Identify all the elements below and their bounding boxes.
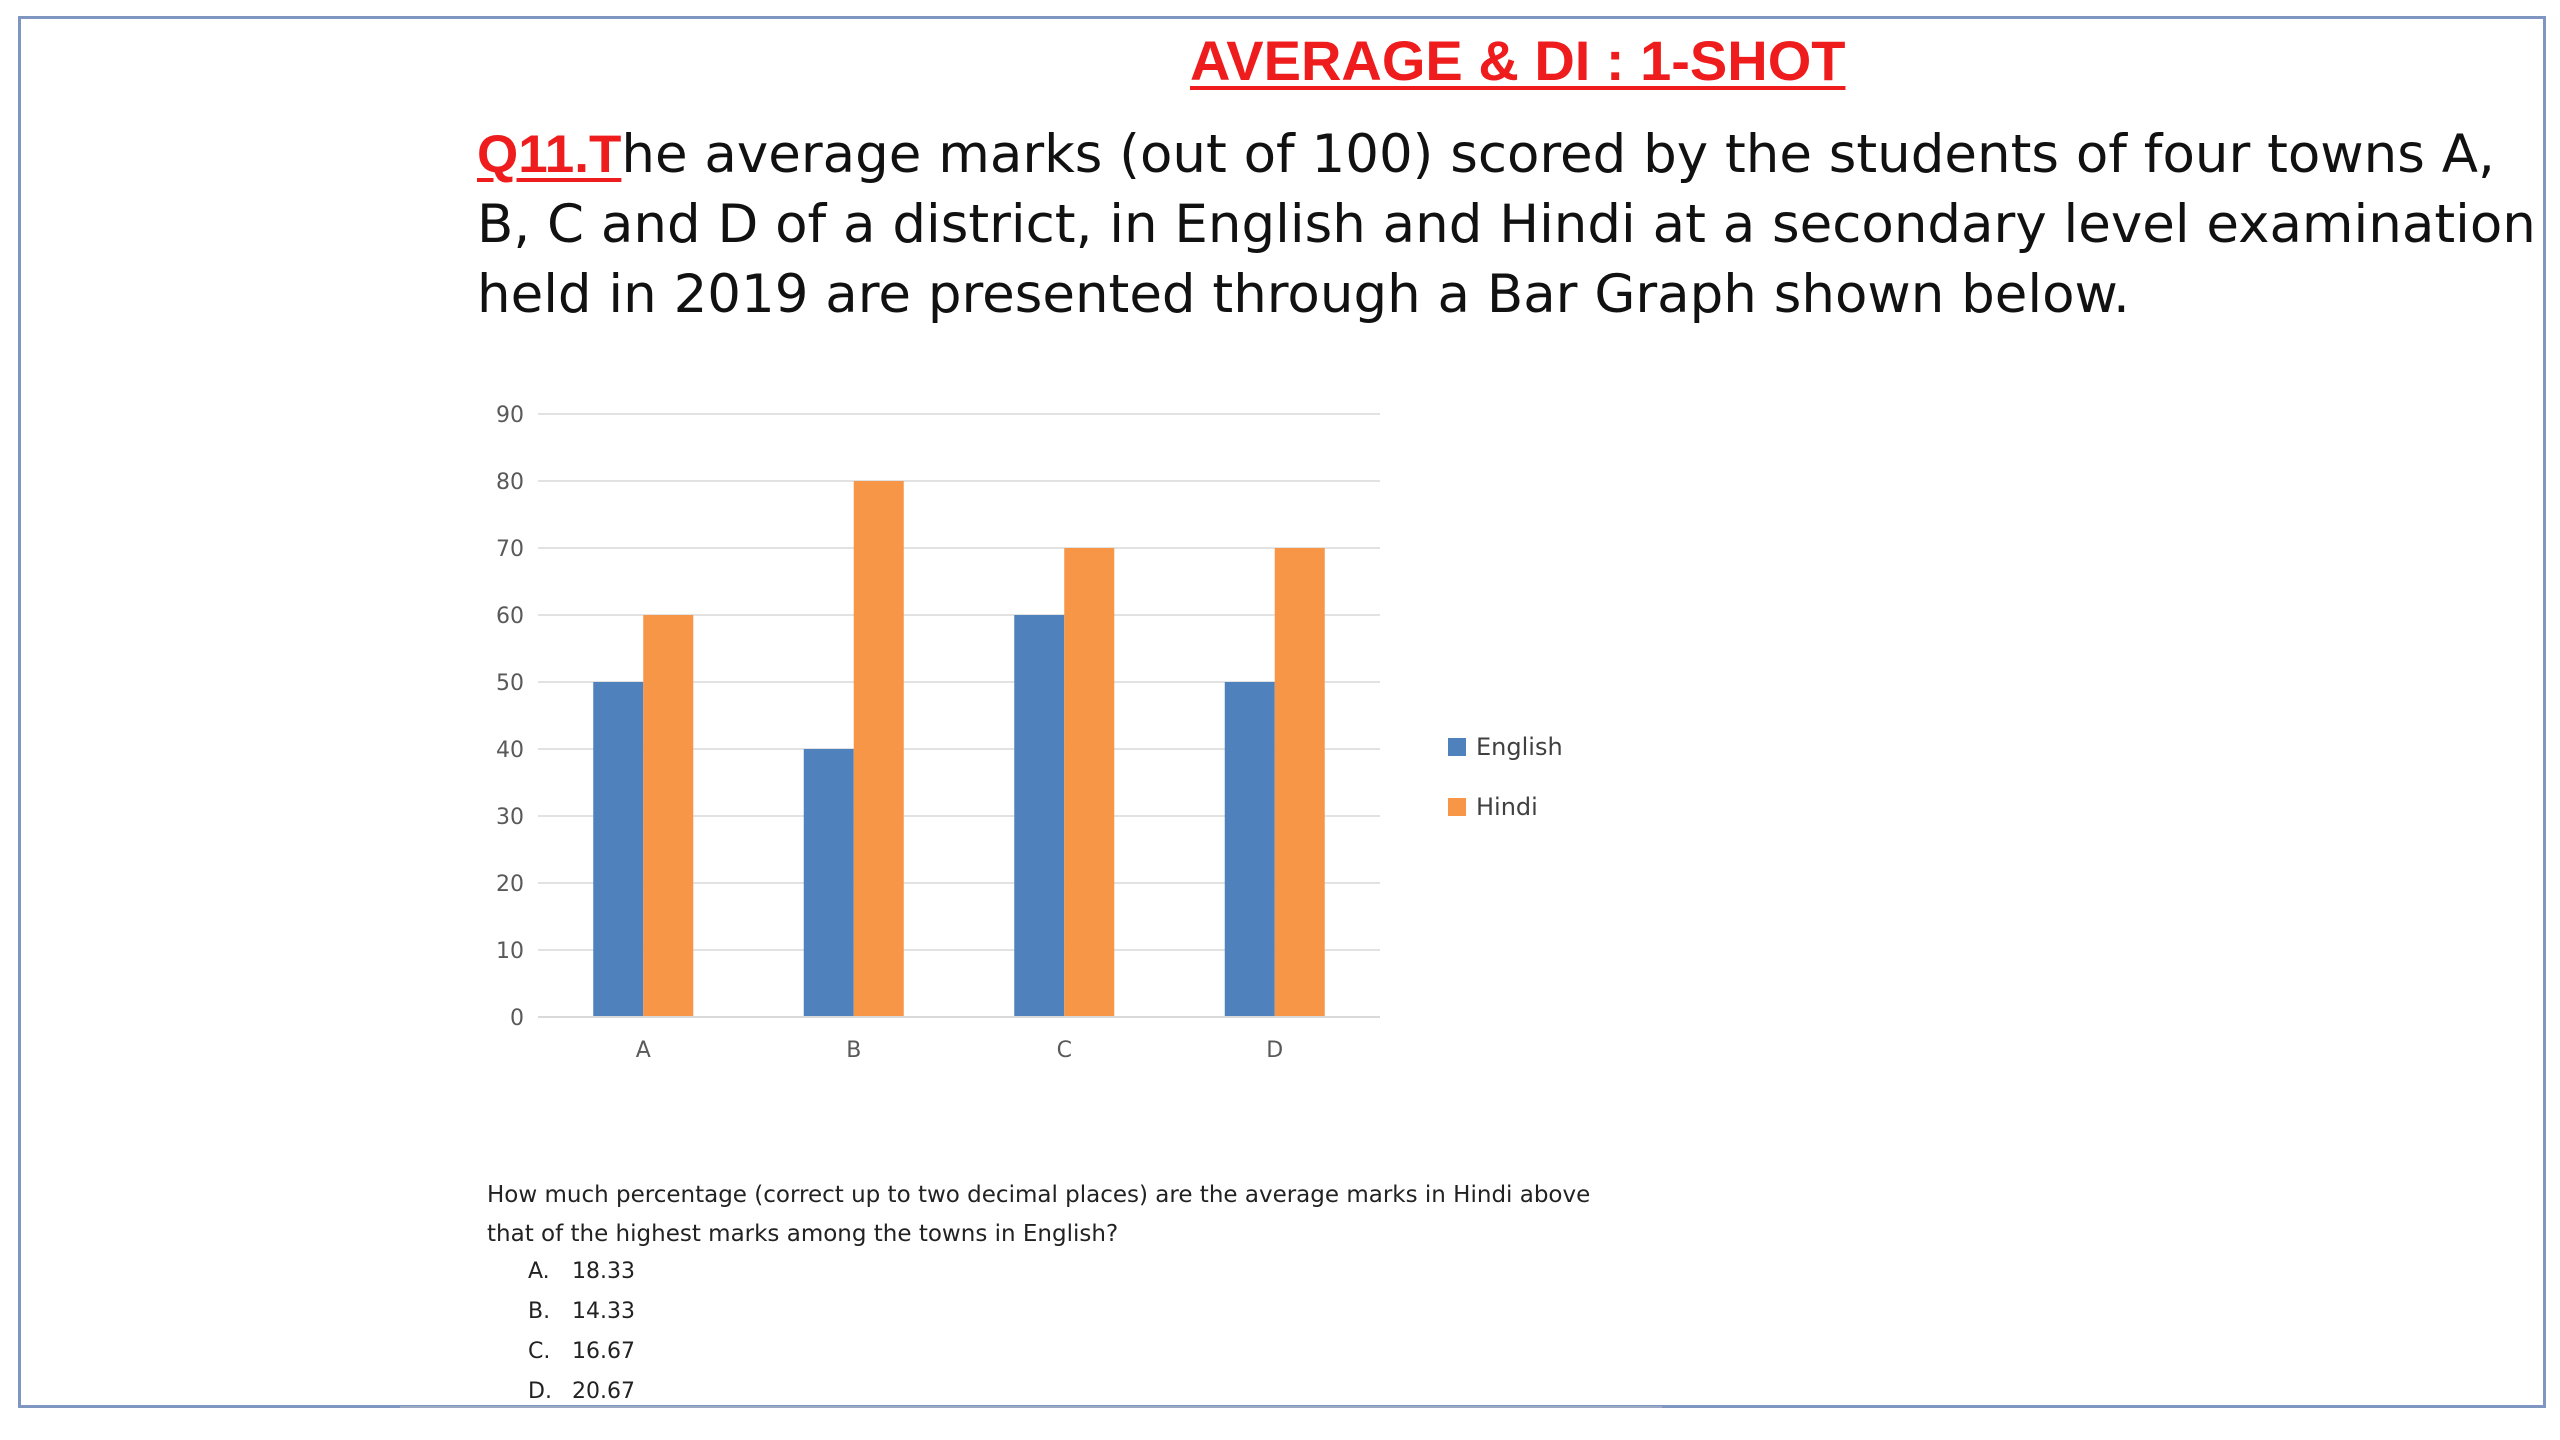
x-tick-label: D	[1266, 1038, 1283, 1063]
option-key: B.	[528, 1299, 551, 1324]
y-tick-label: 80	[496, 470, 524, 495]
option-key: C.	[528, 1339, 551, 1364]
y-tick-label: 70	[496, 537, 524, 562]
question-lead-letter: T	[588, 125, 622, 184]
y-tick-label: 0	[510, 1006, 524, 1031]
legend: English Hindi	[1448, 733, 1563, 821]
y-tick-label: 60	[496, 604, 524, 629]
bars	[593, 481, 1325, 1017]
option-value: 18.33	[572, 1259, 635, 1284]
y-tick-label: 10	[496, 939, 524, 964]
x-tick-label: C	[1057, 1038, 1072, 1063]
option-value: 20.67	[572, 1379, 635, 1404]
x-tick-label: A	[636, 1038, 651, 1063]
bar-english-b	[803, 749, 854, 1017]
bar-hindi-c	[1064, 548, 1115, 1017]
option-value: 14.33	[572, 1299, 635, 1324]
option-d: D. 20.67	[528, 1372, 635, 1412]
legend-swatch	[1448, 738, 1466, 756]
y-tick-label: 90	[496, 403, 524, 428]
x-axis-tick-labels: A B C D	[636, 1038, 1284, 1063]
option-value: 16.67	[572, 1339, 635, 1364]
y-tick-label: 40	[496, 738, 524, 763]
option-a: A. 18.33	[528, 1252, 635, 1292]
option-c: C. 16.67	[528, 1332, 635, 1372]
sub-question-text: How much percentage (correct up to two d…	[487, 1182, 1591, 1247]
option-key: A.	[528, 1259, 550, 1284]
y-tick-label: 50	[496, 671, 524, 696]
legend-swatch	[1448, 798, 1466, 816]
bar-english-d	[1224, 682, 1275, 1017]
question-number: Q11.	[477, 125, 589, 184]
y-tick-label: 30	[496, 805, 524, 830]
bar-hindi-b	[853, 481, 904, 1017]
question-text: Q11.The average marks (out of 100) score…	[477, 120, 2537, 330]
bar-english-c	[1014, 615, 1065, 1017]
answer-options: A. 18.33 B. 14.33 C. 16.67 D. 20.67	[528, 1252, 635, 1412]
bar-english-a	[593, 682, 644, 1017]
option-key: D.	[528, 1379, 552, 1404]
slide-title: AVERAGE & DI : 1-SHOT	[1190, 29, 1846, 92]
bottom-divider	[400, 1406, 1662, 1408]
bar-hindi-a	[643, 615, 694, 1017]
y-axis-tick-labels: 0 10 20 30 40 50 60 70 80 90	[496, 403, 524, 1031]
bar-chart: 0 10 20 30 40 50 60 70 80 90 A B C D English Hindi	[496, 403, 1563, 1063]
legend-label: English	[1476, 733, 1563, 761]
bar-hindi-d	[1274, 548, 1325, 1017]
option-b: B. 14.33	[528, 1292, 635, 1332]
x-tick-label: B	[846, 1038, 861, 1063]
question-body: he average marks (out of 100) scored by …	[477, 124, 2536, 325]
y-tick-label: 20	[496, 872, 524, 897]
legend-label: Hindi	[1476, 793, 1538, 821]
